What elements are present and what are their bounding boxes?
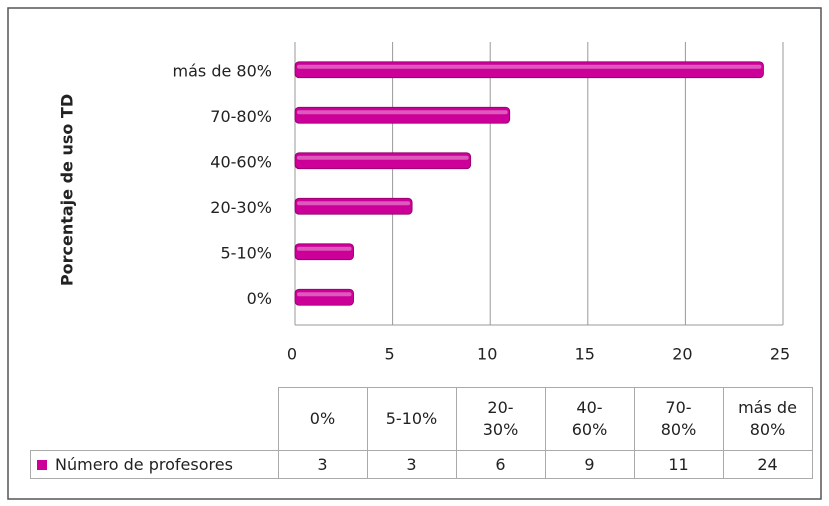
legend-cell: Número de profesores (30, 450, 279, 479)
bar (294, 243, 354, 261)
bar (294, 288, 354, 306)
table-value: 6 (455, 450, 546, 479)
bar-highlight (297, 110, 508, 115)
x-tick-label: 5 (385, 345, 395, 364)
table-value: 9 (544, 450, 635, 479)
bar (294, 197, 413, 215)
x-tick-label: 10 (477, 345, 497, 364)
table-header: más de 80% (722, 387, 813, 451)
x-tick-label: 15 (575, 345, 595, 364)
y-tick-label: 70-80% (210, 107, 272, 126)
table-header: 0% (277, 387, 368, 451)
y-tick-label: 40-60% (210, 152, 272, 171)
bar-highlight (297, 201, 411, 206)
bar-highlight (297, 155, 469, 160)
bar-highlight (297, 64, 762, 69)
bar (294, 152, 472, 170)
table-header: 40-60% (544, 387, 635, 451)
bar (294, 61, 764, 79)
y-tick-label: 20-30% (210, 198, 272, 217)
table-value: 3 (366, 450, 457, 479)
bar-highlight (297, 246, 352, 251)
x-tick-label: 25 (770, 345, 790, 364)
table-value: 24 (722, 450, 813, 479)
bar-highlight (297, 292, 352, 297)
table-value: 11 (633, 450, 724, 479)
legend-label: Número de profesores (55, 454, 233, 474)
y-tick-label: más de 80% (173, 61, 272, 80)
y-tick-label: 5-10% (220, 243, 272, 262)
table-header: 70-80% (633, 387, 724, 451)
y-tick-label: 0% (247, 289, 272, 308)
y-axis-label: Porcentaje de uso TD (58, 94, 77, 286)
table-corner (30, 387, 279, 451)
x-tick-label: 0 (287, 345, 297, 364)
x-tick-label: 20 (672, 345, 692, 364)
table-value: 3 (277, 450, 368, 479)
table-header: 5-10% (366, 387, 457, 451)
legend-swatch (37, 459, 47, 470)
data-table: 0% 5-10% 20-30% 40-60% 70-80% más de 80% Númer… (30, 387, 813, 479)
table-header: 20-30% (455, 387, 546, 451)
bar (294, 106, 511, 124)
